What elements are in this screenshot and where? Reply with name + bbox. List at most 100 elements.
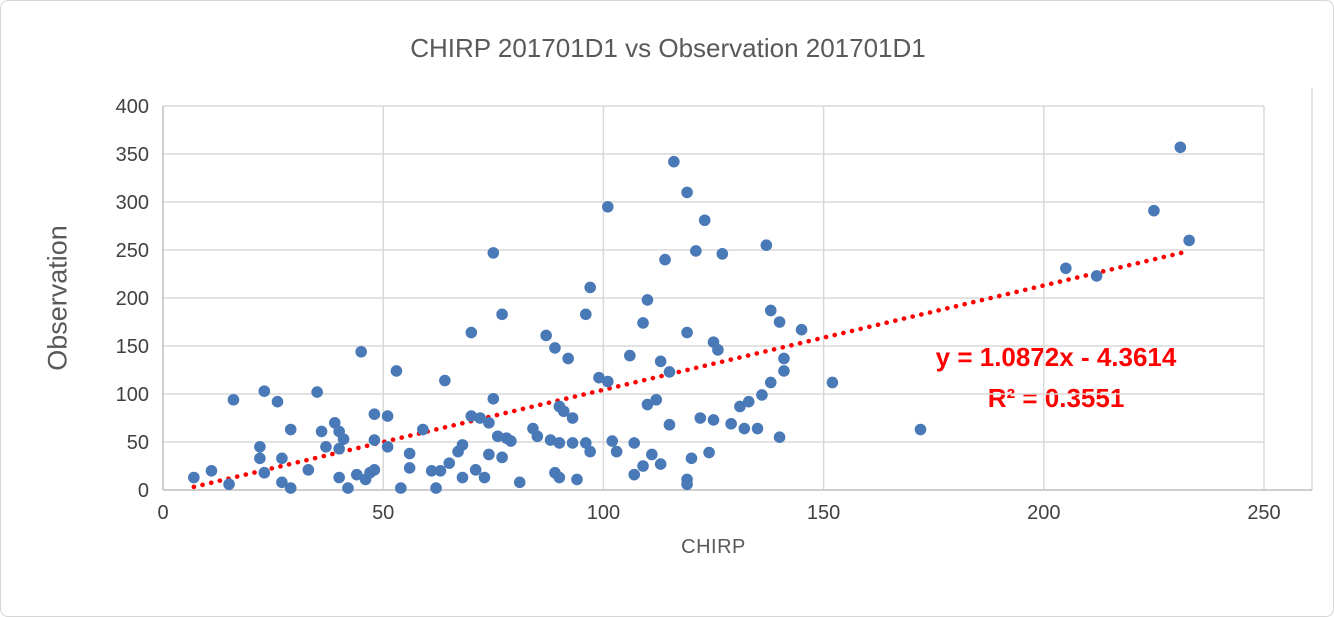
data-point (610, 445, 623, 458)
data-point (584, 281, 596, 294)
trendline (191, 249, 1188, 490)
data-point (681, 186, 693, 199)
x-axis-title: CHIRP (681, 536, 746, 558)
data-point (712, 344, 724, 356)
data-point (773, 431, 786, 444)
data-point (1174, 141, 1187, 154)
y-tick-label: 400 (116, 96, 149, 118)
data-point (403, 447, 416, 460)
data-point (734, 400, 746, 413)
data-point (650, 393, 663, 406)
data-point (584, 445, 596, 458)
equation-line: y = 1.0872x - 4.3614 (935, 342, 1177, 372)
data-point (914, 423, 927, 436)
data-point (223, 478, 235, 491)
data-point (694, 412, 707, 424)
data-point (350, 468, 363, 481)
data-point (302, 464, 315, 476)
data-point (1090, 270, 1103, 282)
data-point (227, 393, 240, 406)
data-point (417, 423, 429, 436)
data-point (602, 201, 614, 213)
data-point (566, 437, 579, 449)
data-point (716, 248, 729, 260)
data-point (544, 434, 557, 446)
data-point (760, 239, 773, 251)
data-point (725, 417, 737, 430)
data-point (496, 308, 508, 321)
data-point (505, 435, 517, 447)
data-point (439, 374, 451, 387)
data-point (381, 410, 394, 422)
data-point (390, 365, 403, 377)
data-point (606, 435, 619, 447)
data-point (553, 471, 566, 484)
y-tick-label: 0 (138, 480, 149, 502)
data-point (571, 473, 583, 486)
data-point (562, 352, 574, 365)
data-point (778, 365, 790, 377)
data-point (487, 247, 500, 259)
data-point (593, 371, 605, 384)
data-point (333, 442, 345, 455)
data-point (602, 375, 614, 388)
data-point (465, 326, 478, 339)
data-point (320, 441, 332, 453)
data-point (553, 437, 566, 449)
data-point (188, 471, 200, 484)
data-point (566, 412, 579, 424)
data-point (456, 439, 469, 451)
data-point (496, 451, 508, 464)
data-point (355, 345, 367, 358)
y-tick-label: 200 (116, 288, 149, 310)
data-point (579, 308, 592, 321)
data-point (368, 434, 381, 446)
data-point (557, 405, 570, 418)
data-point (271, 395, 284, 408)
data-point (826, 376, 839, 389)
data-point (474, 412, 486, 424)
data-point (795, 323, 808, 336)
data-point (443, 457, 456, 469)
data-point (337, 433, 350, 445)
data-point (707, 414, 720, 426)
y-tick-label: 250 (116, 240, 149, 262)
data-point (624, 349, 636, 362)
data-point (681, 326, 693, 339)
data-point (483, 417, 495, 429)
data-point (258, 385, 271, 397)
data-point (395, 482, 407, 494)
data-point (328, 417, 341, 429)
data-point (333, 471, 345, 484)
data-point (668, 155, 680, 168)
data-point (1148, 204, 1160, 217)
data-point (258, 466, 271, 479)
data-point (403, 462, 416, 474)
data-point (540, 329, 552, 342)
y-tick-label: 50 (127, 432, 149, 454)
data-point (641, 398, 654, 411)
chart-title: CHIRP 201701D1 vs Observation 201701D1 (410, 33, 926, 63)
data-point (425, 465, 438, 477)
data-point (469, 464, 482, 476)
y-tick-label: 350 (116, 144, 149, 166)
x-tick-label: 50 (372, 502, 394, 524)
data-point (430, 482, 442, 494)
data-point (641, 294, 654, 306)
data-point (531, 430, 544, 443)
data-point (465, 410, 478, 422)
data-point (579, 437, 592, 449)
data-point (703, 446, 715, 459)
data-point (381, 441, 394, 453)
x-tick-label: 200 (1027, 502, 1060, 524)
data-point (637, 317, 649, 329)
data-point (628, 468, 641, 481)
data-point (685, 452, 698, 465)
trendline-equation: y = 1.0872x - 4.3614 R² = 0.3551 (900, 337, 1212, 419)
data-point (778, 352, 790, 365)
data-point (681, 478, 693, 491)
x-tick-label: 100 (587, 502, 620, 524)
data-point (690, 245, 702, 257)
data-point (342, 482, 354, 494)
